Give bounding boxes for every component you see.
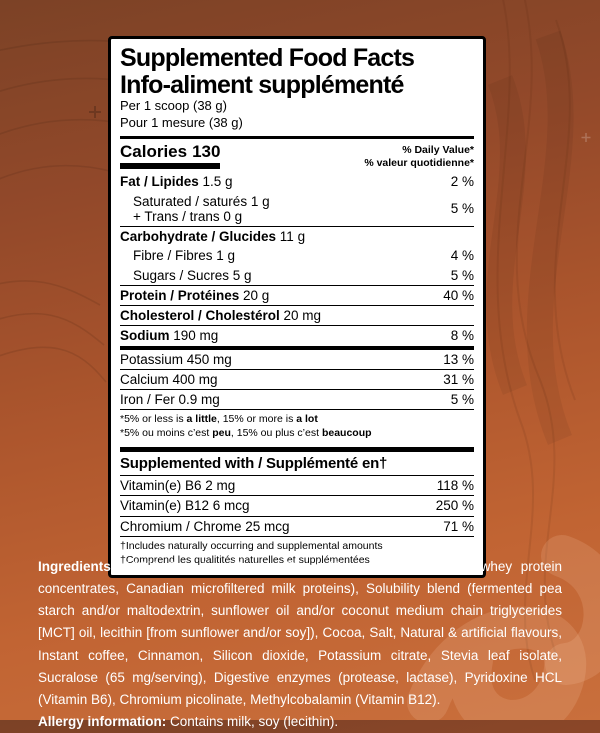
fat-name: Fat / Lipides (120, 174, 199, 190)
divider (120, 475, 474, 477)
ingredients-section: Ingredients: 100% Canadian Protein Blend… (38, 556, 562, 733)
saturated-line: Saturated / saturés 1 g (133, 193, 270, 209)
protein-name: Protein / Protéines (120, 287, 240, 303)
vitamin-b6-line: Vitamin(e) B6 2 mg (120, 478, 236, 494)
calories-row: Calories 130 % Daily Value* % valeur quot… (120, 139, 474, 173)
supplement-row-b6: Vitamin(e) B6 2 mg 118 % (120, 476, 474, 495)
sugars-percent: 5 % (450, 267, 474, 283)
fat-amount: 1.5 g (198, 174, 233, 190)
nutrient-row-fat: Fat / Lipides 1.5 g 2 % (120, 172, 474, 191)
vitamin-b12-percent: 250 % (435, 498, 474, 514)
iron-line: Iron / Fer 0.9 mg (120, 392, 220, 408)
divider-medium (120, 345, 474, 350)
sodium-amount: 190 mg (169, 328, 219, 344)
allergy-label: Allergy information: (38, 713, 167, 729)
divider (120, 305, 474, 307)
divider (120, 389, 474, 391)
divider-thick (120, 447, 474, 453)
divider-thick (120, 135, 474, 139)
divider (120, 368, 474, 370)
supplement-row-chromium: Chromium / Chrome 25 mcg 71 % (120, 517, 474, 536)
nutrient-row-protein: Protein / Protéines 20 g 40 % (120, 286, 474, 305)
daily-value-header-fr: % valeur quotidienne* (364, 156, 474, 169)
supplement-footnote-en: †Includes naturally occurring and supple… (120, 539, 383, 552)
divider (120, 535, 474, 537)
fibre-percent: 4 % (450, 248, 474, 264)
supplement-footnotes: †Includes naturally occurring and supple… (120, 537, 474, 569)
carbohydrate-amount: 11 g (276, 229, 306, 245)
chromium-line: Chromium / Chrome 25 mcg (120, 518, 290, 534)
divider (120, 284, 474, 286)
calcium-line: Calcium 400 mg (120, 371, 218, 387)
protein-percent: 40 % (443, 287, 474, 303)
panel-title-fr: Info-aliment supplémenté (120, 70, 404, 99)
nutrient-row-carbohydrate: Carbohydrate / Glucides 11 g (120, 227, 474, 246)
vitamin-b12-line: Vitamin(e) B12 6 mcg (120, 498, 250, 514)
allergy-paragraph: Allergy information: Contains milk, soy … (38, 711, 562, 733)
carbohydrate-name: Carbohydrate / Glucides (120, 229, 277, 245)
daily-value-header-en: % Daily Value* (402, 143, 474, 156)
calories-number: 130 (192, 141, 221, 161)
daily-value-footnotes: *5% or less is a little, 15% or more is … (120, 410, 474, 445)
dv-footnote-fr: *5% ou moins c’est peu, 15% ou plus c’es… (120, 427, 372, 440)
panel-title-en: Supplemented Food Facts (120, 44, 415, 72)
supplement-row-b12: Vitamin(e) B12 6 mcg 250 % (120, 496, 474, 515)
cholesterol-name: Cholesterol / Cholestérol (120, 308, 280, 324)
nutrient-row-saturated-trans: Saturated / saturés 1 g + Trans / trans … (120, 192, 474, 227)
divider (120, 409, 474, 411)
calcium-percent: 31 % (443, 371, 474, 387)
chromium-percent: 71 % (443, 518, 474, 534)
allergy-text: Contains milk, soy (lecithin). (166, 713, 339, 729)
fat-percent: 2 % (450, 174, 474, 190)
daily-value-header: % Daily Value* % valeur quotidienne* (364, 143, 474, 170)
serving-size-fr: Pour 1 mesure (38 g) (120, 114, 243, 130)
sugars-line: Sugars / Sucres 5 g (133, 267, 252, 283)
divider (120, 325, 474, 327)
saturated-trans-percent: 5 % (450, 201, 474, 217)
supplement-footnote-fr: †Comprend les qualitités naturelles et s… (120, 553, 370, 566)
sodium-name: Sodium (120, 328, 170, 344)
potassium-percent: 13 % (443, 351, 474, 367)
nutrient-row-iron: Iron / Fer 0.9 mg 5 % (120, 390, 474, 409)
protein-amount: 20 g (239, 287, 270, 303)
sodium-percent: 8 % (450, 328, 474, 344)
ingredients-text: 100% Canadian Protein Blend (Canadian mi… (38, 559, 562, 707)
iron-percent: 5 % (450, 392, 474, 408)
vitamin-b6-percent: 118 % (436, 478, 474, 494)
ingredients-paragraph: Ingredients: 100% Canadian Protein Blend… (38, 556, 562, 711)
nutrient-row-potassium: Potassium 450 mg 13 % (120, 350, 474, 369)
divider (120, 495, 474, 497)
nutrient-row-cholesterol: Cholesterol / Cholestérol 20 mg (120, 306, 474, 325)
nutrient-row-fibre: Fibre / Fibres 1 g 4 % (120, 246, 474, 265)
calories-value: Calories 130 (120, 141, 221, 169)
potassium-line: Potassium 450 mg (120, 351, 232, 367)
fibre-line: Fibre / Fibres 1 g (133, 248, 236, 264)
divider (120, 226, 474, 228)
divider (120, 515, 474, 517)
supplemented-with-header: Supplemented with / Supplémenté en† (120, 455, 388, 473)
nutrient-row-sugars: Sugars / Sucres 5 g 5 % (120, 266, 474, 285)
trans-line: + Trans / trans 0 g (133, 208, 243, 224)
serving-size-en: Per 1 scoop (38 g) (120, 98, 227, 113)
ingredients-label: Ingredients: (38, 559, 116, 574)
nutrient-row-calcium: Calcium 400 mg 31 % (120, 370, 474, 389)
nutrient-row-sodium: Sodium 190 mg 8 % (120, 326, 474, 345)
calories-label: Calories (120, 141, 188, 161)
cholesterol-amount: 20 mg (279, 308, 322, 324)
dv-footnote-en: *5% or less is a little, 15% or more is … (120, 413, 318, 426)
nutrition-facts-panel: Supplemented Food Facts Info-aliment sup… (108, 36, 486, 578)
